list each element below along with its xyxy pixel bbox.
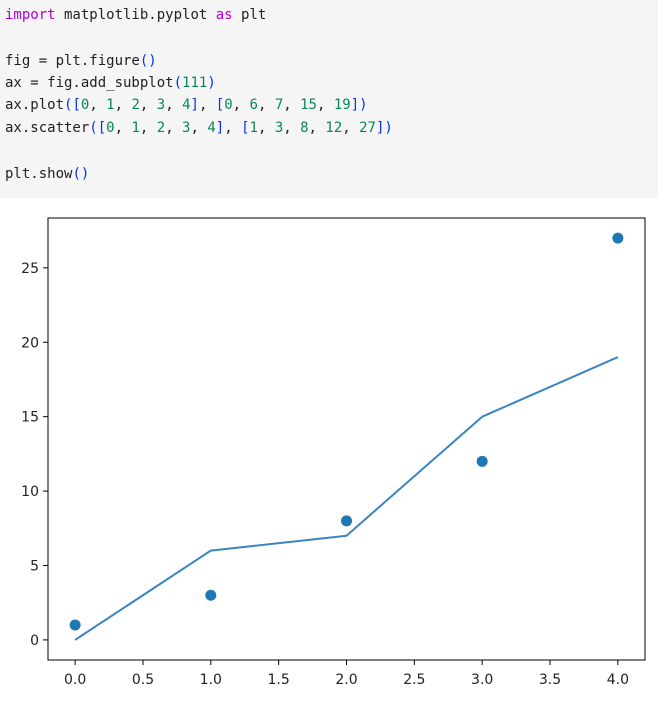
y-tick-label: 5 (30, 558, 39, 574)
code-token: , (165, 97, 183, 113)
code-token: ax = fig.add_subplot (5, 75, 174, 91)
code-cell[interactable]: import matplotlib.pyplot as plt fig = plt… (0, 0, 658, 198)
code-token: , (165, 120, 183, 136)
code-token: 1 (131, 120, 140, 136)
line-series (74, 356, 619, 641)
code-token: , (283, 97, 301, 113)
code-token: ([ (64, 97, 81, 113)
code-token: import (5, 7, 56, 23)
code-token: 12 (325, 120, 343, 136)
scatter-point (205, 589, 217, 601)
y-axis: 0 5 10 15 20 25 (21, 261, 48, 649)
code-token: ) (207, 75, 216, 91)
code-token: 1 (249, 120, 258, 136)
code-token: , (283, 120, 301, 136)
code-token: , (114, 120, 132, 136)
code-token: , (342, 120, 360, 136)
code-token: , (198, 97, 216, 113)
code-token: fig = plt.figure (5, 53, 140, 69)
code-token: 2 (156, 120, 166, 136)
code-token: , (224, 120, 242, 136)
scatter-point (69, 619, 81, 631)
x-tick-label: 3.0 (471, 672, 493, 688)
code-token: ] (215, 120, 225, 136)
code-token: 0 (224, 97, 233, 113)
code-token: 3 (274, 120, 284, 136)
code-token: as (215, 7, 233, 23)
code-token: ( (173, 75, 183, 91)
code-token: 4 (207, 120, 216, 136)
code-token: ([ (89, 120, 107, 136)
code-token: 0 (80, 97, 90, 113)
x-tick-label: 1.0 (200, 672, 222, 688)
y-tick-label: 15 (21, 410, 39, 426)
code-token: , (139, 97, 157, 113)
code-token: 7 (274, 97, 284, 113)
y-tick-label: 10 (21, 484, 39, 500)
code-token: 111 (182, 75, 208, 91)
scatter-point (476, 455, 488, 467)
y-tick-label: 20 (21, 335, 39, 351)
code-token: ]) (375, 120, 393, 136)
x-tick-label: 3.5 (539, 672, 561, 688)
code-token: 1 (106, 97, 115, 113)
code-token: plt (232, 7, 267, 23)
code-token: matplotlib.pyplot (55, 7, 216, 23)
code-line: ax.plot([0, 1, 2, 3, 4], [0, 6, 7, 15, 1… (5, 94, 368, 116)
code-token: 15 (300, 97, 317, 113)
y-tick-label: 25 (21, 261, 39, 277)
code-token: 4 (182, 97, 191, 113)
code-token: , (190, 120, 208, 136)
code-line: plt.show() (5, 163, 89, 185)
code-token: ax.scatter (5, 120, 90, 136)
x-tick-label: 0.0 (64, 672, 86, 688)
x-tick-label: 4.0 (607, 672, 629, 688)
code-token: , (316, 97, 334, 113)
cell-output: 0 5 10 15 20 25 0.0 0.5 1.0 1.5 2.0 2.5 3.0 3.5 4.0 (0, 198, 658, 703)
code-token: 27 (359, 120, 376, 136)
code-token: () (139, 53, 157, 69)
code-line: ax = fig.add_subplot(111) (5, 72, 216, 94)
x-tick-label: 1.5 (268, 672, 290, 688)
x-tick-label: 0.5 (132, 672, 154, 688)
scatter-point (341, 515, 352, 527)
code-token: 19 (333, 97, 351, 113)
code-token: () (72, 166, 90, 182)
code-token: plt.show (5, 166, 73, 182)
code-token: ax.plot (5, 97, 65, 113)
code-token: , (89, 97, 107, 113)
code-token: ]) (350, 97, 368, 113)
code-token: 8 (300, 120, 309, 136)
x-tick-label: 2.5 (403, 672, 425, 688)
code-token: 2 (131, 97, 140, 113)
scatter-point (612, 232, 624, 244)
code-token: , (114, 97, 132, 113)
chart: 0 5 10 15 20 25 0.0 0.5 1.0 1.5 2.0 2.5 3.0 3.5 4.0 (21, 217, 646, 688)
code-token: , (232, 97, 250, 113)
code-token: ] (190, 97, 199, 113)
code-line: import matplotlib.pyplot as plt (5, 4, 266, 26)
code-token: [ (241, 120, 250, 136)
code-token: , (139, 120, 157, 136)
x-tick-label: 2.0 (335, 672, 357, 688)
code-line: fig = plt.figure() (5, 50, 157, 72)
plot-series (69, 232, 624, 641)
code-token: [ (215, 97, 225, 113)
code-token: , (257, 120, 275, 136)
code-token: 3 (182, 120, 191, 136)
x-axis: 0.0 0.5 1.0 1.5 2.0 2.5 3.0 3.5 4.0 (64, 660, 629, 688)
y-tick-label: 0 (30, 633, 39, 649)
code-token: 6 (249, 97, 258, 113)
code-token: , (257, 97, 275, 113)
plot-area (47, 217, 646, 661)
code-token: 3 (156, 97, 166, 113)
code-token: , (308, 120, 326, 136)
code-line: ax.scatter([0, 1, 2, 3, 4], [1, 3, 8, 12… (5, 117, 393, 139)
code-token: 0 (106, 120, 115, 136)
